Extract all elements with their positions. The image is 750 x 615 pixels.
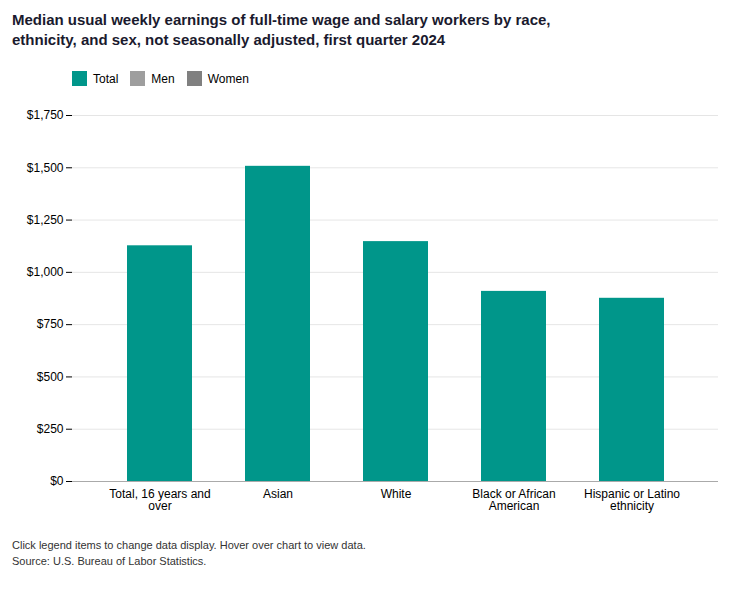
svg-text:$0: $0: [50, 474, 64, 488]
html-text:Median usual weekly earnings o: Median usual weekly earnings of full-tim…: [12, 11, 551, 28]
svg-text:$250: $250: [37, 422, 64, 436]
svg-text:$1,250: $1,250: [27, 213, 64, 227]
svg-text:$750: $750: [37, 317, 64, 331]
svg-text:$1,000: $1,000: [27, 265, 64, 279]
svg-text:Asian: Asian: [263, 487, 293, 501]
html-text:Click legend items to change d: Click legend items to change data displa…: [12, 539, 366, 551]
html-text:Total: Total: [93, 71, 119, 86]
svg-text:Black or AfricanAmerican: Black or AfricanAmerican: [472, 487, 555, 513]
svg-text:$500: $500: [37, 370, 64, 384]
svg-text:$1,750: $1,750: [27, 108, 64, 122]
svg-text:White: White: [381, 487, 412, 501]
html-text:ethnicity, and sex, not season: ethnicity, and sex, not seasonally adjus…: [12, 31, 446, 48]
svg-text:Total, 16 years andover: Total, 16 years andover: [109, 487, 210, 513]
svg-text:Hispanic or Latinoethnicity: Hispanic or Latinoethnicity: [584, 487, 680, 513]
svg-text:$1,500: $1,500: [27, 161, 64, 175]
html-text:Source: U.S. Bureau of Labor S: Source: U.S. Bureau of Labor Statistics.: [12, 555, 207, 567]
html-text:Men: Men: [151, 71, 175, 86]
html-text:Women: Women: [207, 71, 249, 86]
